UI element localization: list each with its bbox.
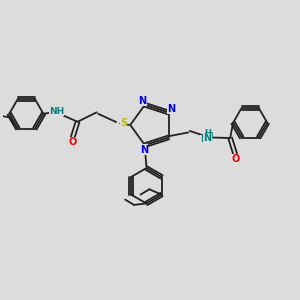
Text: NH: NH (49, 106, 64, 116)
Text: N: N (167, 104, 175, 114)
Text: N: N (139, 96, 147, 106)
Text: N: N (203, 133, 211, 143)
Text: N: N (140, 145, 148, 154)
Text: H: H (204, 129, 211, 138)
Text: O: O (232, 154, 240, 164)
Text: N: N (200, 135, 208, 144)
Text: H: H (205, 132, 212, 141)
Text: O: O (68, 137, 76, 147)
Text: S: S (120, 118, 128, 128)
